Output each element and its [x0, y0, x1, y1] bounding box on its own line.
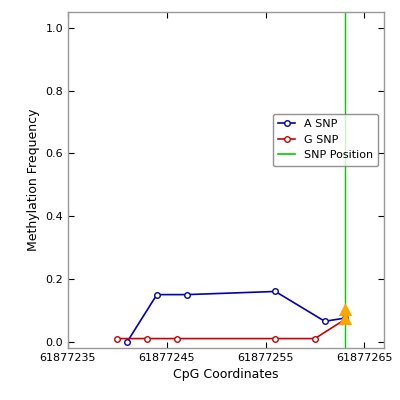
Y-axis label: Methylation Frequency: Methylation Frequency — [27, 109, 40, 251]
Point — [341, 306, 348, 312]
Legend: A SNP, G SNP, SNP Position: A SNP, G SNP, SNP Position — [273, 114, 378, 166]
Point — [341, 315, 348, 321]
X-axis label: CpG Coordinates: CpG Coordinates — [173, 368, 279, 382]
